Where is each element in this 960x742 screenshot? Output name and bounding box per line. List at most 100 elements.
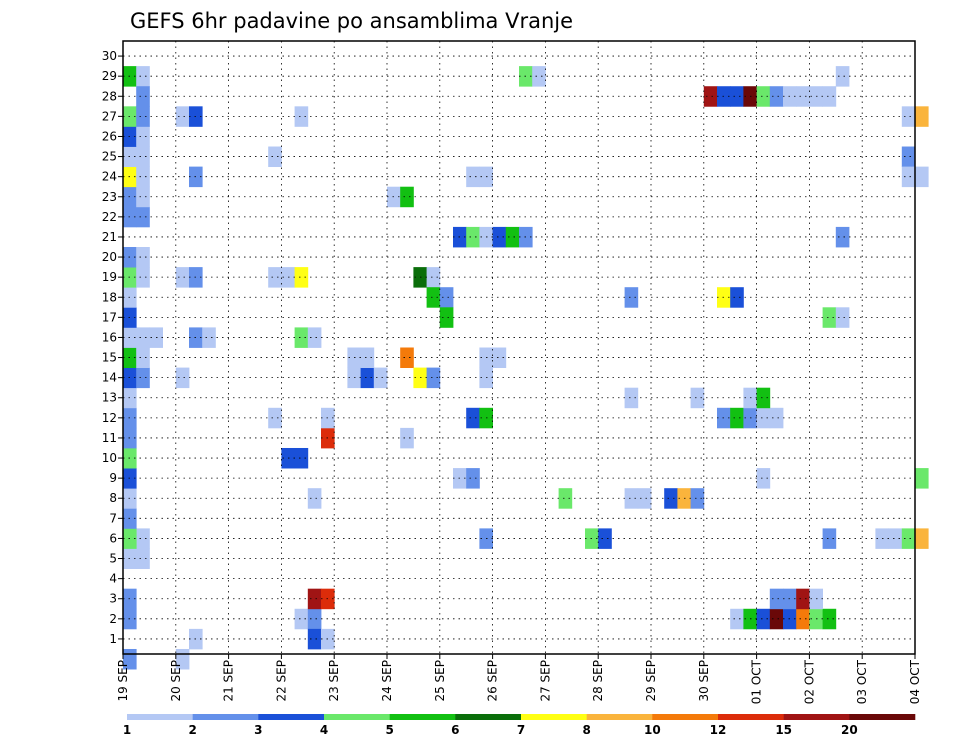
precip-cell bbox=[136, 267, 150, 288]
precip-cell bbox=[175, 267, 190, 288]
y-tick-label: 3 bbox=[109, 592, 117, 606]
precip-cell bbox=[756, 407, 771, 429]
y-tick-label: 11 bbox=[102, 431, 117, 445]
precip-cell bbox=[756, 468, 771, 489]
precip-cell bbox=[730, 287, 744, 308]
y-tick-label: 28 bbox=[102, 89, 117, 103]
precip-cell bbox=[426, 267, 441, 288]
y-tick-label: 24 bbox=[102, 170, 117, 184]
precip-cell bbox=[558, 488, 573, 509]
y-tick-label: 29 bbox=[102, 69, 117, 83]
y-tick-label: 4 bbox=[109, 572, 117, 586]
precip-cell bbox=[664, 488, 678, 509]
precip-cell bbox=[756, 86, 771, 107]
precip-cell bbox=[294, 106, 309, 127]
precip-cell bbox=[492, 226, 507, 248]
precip-cell bbox=[307, 588, 322, 610]
precip-cell bbox=[690, 488, 705, 509]
colorbar-label: 4 bbox=[320, 723, 328, 737]
grid-layer bbox=[123, 41, 915, 654]
precip-cell bbox=[769, 588, 784, 610]
y-tick-label: 1 bbox=[109, 632, 117, 646]
precip-cell bbox=[835, 226, 850, 248]
y-tick-label: 26 bbox=[102, 129, 117, 143]
colorbar-label: 6 bbox=[451, 723, 459, 737]
colorbar-label: 8 bbox=[582, 723, 590, 737]
precip-cell bbox=[624, 387, 639, 409]
precip-cell bbox=[756, 608, 771, 630]
precip-cell bbox=[637, 488, 652, 509]
x-tick-label: 02 OCT bbox=[802, 659, 816, 704]
precip-cell bbox=[822, 608, 837, 630]
y-tick-label: 19 bbox=[102, 270, 117, 284]
precip-cell bbox=[373, 367, 388, 389]
y-tick-label: 2 bbox=[109, 612, 117, 626]
precip-cell bbox=[505, 226, 520, 248]
colorbar-label: 15 bbox=[775, 723, 792, 737]
precip-cell bbox=[598, 528, 612, 549]
precip-cell bbox=[294, 267, 309, 288]
colorbar-label: 1 bbox=[123, 723, 131, 737]
y-axis: 1234567891011121314151617181920212223242… bbox=[102, 49, 123, 646]
x-tick-label: 28 SEP bbox=[591, 660, 605, 702]
precip-cell bbox=[136, 247, 150, 268]
y-tick-label: 5 bbox=[109, 552, 117, 566]
y-tick-label: 14 bbox=[102, 371, 117, 385]
precip-cell bbox=[136, 146, 150, 168]
colorbar-swatch bbox=[455, 714, 522, 720]
colorbar-swatch bbox=[192, 714, 259, 720]
x-tick-label: 24 SEP bbox=[380, 660, 394, 702]
colorbar-swatch bbox=[783, 714, 850, 720]
precip-cell bbox=[307, 608, 322, 630]
precip-cell bbox=[136, 66, 150, 87]
precip-cell bbox=[466, 226, 480, 248]
plot-frame bbox=[122, 40, 916, 655]
y-tick-label: 20 bbox=[102, 250, 117, 264]
precip-cell bbox=[796, 608, 810, 630]
precip-cell bbox=[915, 468, 929, 489]
x-tick-label: 21 SEP bbox=[222, 660, 236, 702]
precip-cell bbox=[466, 468, 480, 489]
y-tick-label: 15 bbox=[102, 351, 117, 365]
precip-cell bbox=[294, 327, 309, 348]
precip-cell bbox=[822, 528, 837, 549]
y-tick-label: 13 bbox=[102, 391, 117, 405]
y-tick-label: 8 bbox=[109, 491, 117, 505]
colorbar-label: 2 bbox=[188, 723, 196, 737]
colorbar-swatch bbox=[389, 714, 456, 720]
precip-cell bbox=[426, 287, 441, 308]
precip-cell bbox=[136, 367, 150, 389]
precip-cell bbox=[426, 367, 441, 389]
y-tick-label: 30 bbox=[102, 49, 117, 63]
colorbar-label: 12 bbox=[710, 723, 727, 737]
precip-cell bbox=[400, 186, 414, 208]
precip-cell bbox=[796, 86, 810, 107]
colorbar-label: 20 bbox=[841, 723, 858, 737]
precip-cell bbox=[730, 86, 744, 107]
precip-cell bbox=[901, 528, 916, 549]
colorbar-swatch bbox=[849, 714, 916, 720]
y-tick-label: 7 bbox=[109, 511, 117, 525]
precip-cell bbox=[769, 608, 784, 630]
x-tick-label: 30 SEP bbox=[697, 660, 711, 702]
precip-cell bbox=[294, 608, 309, 630]
y-tick-label: 25 bbox=[102, 150, 117, 164]
y-tick-label: 18 bbox=[102, 290, 117, 304]
colorbar: 1 2 3 4 5 6 7 8 10 12 15 20 bbox=[123, 714, 916, 737]
precip-cell bbox=[439, 287, 454, 308]
precip-cell bbox=[136, 548, 150, 569]
precip-cell bbox=[532, 66, 546, 87]
y-tick-label: 17 bbox=[102, 310, 117, 324]
precip-cell bbox=[624, 287, 639, 308]
precip-cell bbox=[901, 106, 916, 127]
y-tick-label: 21 bbox=[102, 230, 117, 244]
precip-cell bbox=[915, 166, 929, 188]
precip-cell bbox=[466, 407, 480, 429]
precip-cell bbox=[268, 267, 282, 288]
precip-cell bbox=[888, 528, 903, 549]
precip-cell bbox=[175, 106, 190, 127]
y-tick-label: 10 bbox=[102, 451, 117, 465]
y-tick-label: 6 bbox=[109, 531, 117, 545]
x-tick-label: 27 SEP bbox=[538, 660, 552, 702]
